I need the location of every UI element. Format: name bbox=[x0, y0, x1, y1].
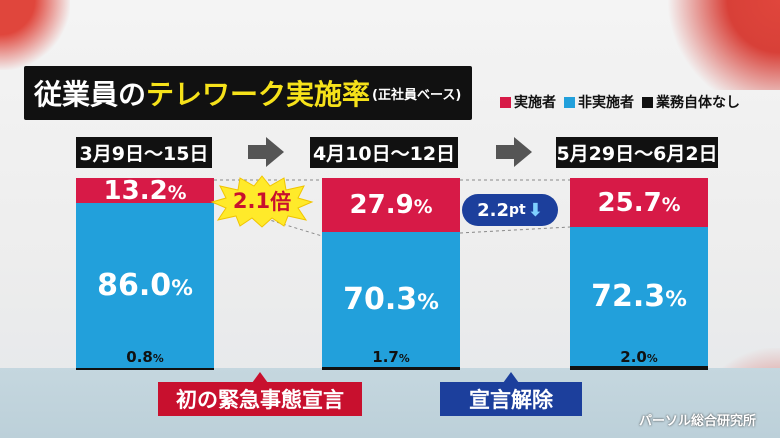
corner-decoration bbox=[660, 0, 780, 90]
right-arrow-icon bbox=[248, 137, 284, 167]
data-label: 1.7% bbox=[372, 348, 410, 366]
bar-segment-no-work bbox=[322, 366, 460, 370]
data-label: 13.2% bbox=[103, 175, 187, 206]
bar-segment-non-implementers: 86.0% bbox=[76, 203, 214, 368]
starburst-icon bbox=[210, 175, 314, 228]
bar: 25.7% 72.3% 2.0% bbox=[570, 178, 708, 370]
bar: 27.9% 70.3% 1.7% bbox=[322, 178, 460, 370]
change-annotation: 2.2 pt ⬇ bbox=[462, 194, 558, 226]
period-label: 4月10日〜12日 bbox=[310, 137, 458, 168]
bar: 13.2% 86.0% 0.8% bbox=[76, 175, 214, 370]
event-label: 初の緊急事態宣言 bbox=[158, 382, 362, 416]
data-label: 27.9% bbox=[349, 189, 433, 220]
data-label: 86.0% bbox=[97, 268, 193, 304]
period-label: 5月29日〜6月2日 bbox=[556, 137, 718, 168]
bar-segment-no-work bbox=[76, 368, 214, 370]
title-main: 従業員の bbox=[34, 78, 147, 111]
legend-item: 業務自体なし bbox=[642, 92, 740, 112]
legend-item: 非実施者 bbox=[564, 92, 634, 112]
bar-segment-no-work bbox=[570, 366, 708, 370]
corner-decoration bbox=[0, 0, 70, 70]
legend-label: 業務自体なし bbox=[656, 95, 740, 111]
period-label: 3月9日〜15日 bbox=[76, 137, 212, 168]
bar-segment-implementers: 27.9% bbox=[322, 178, 460, 232]
legend-label: 非実施者 bbox=[578, 95, 634, 111]
event-pointer bbox=[503, 372, 519, 383]
floor-band bbox=[0, 368, 780, 438]
data-label: 2.0% bbox=[620, 348, 658, 366]
right-arrow-icon bbox=[496, 137, 532, 167]
legend: 実施者 非実施者 業務自体なし bbox=[500, 92, 748, 112]
legend-swatch bbox=[564, 96, 575, 108]
data-label: 0.8% bbox=[126, 348, 164, 366]
bar-segment-non-implementers: 72.3% bbox=[570, 227, 708, 367]
data-label: 72.3% bbox=[591, 279, 687, 315]
legend-label: 実施者 bbox=[514, 95, 556, 111]
down-arrow-icon: ⬇ bbox=[527, 199, 543, 221]
legend-item: 実施者 bbox=[500, 92, 556, 112]
bar-segment-implementers: 13.2% bbox=[76, 175, 214, 206]
legend-swatch bbox=[500, 96, 511, 108]
data-label: 25.7% bbox=[597, 187, 681, 218]
title-subtitle: (正社員ベース) bbox=[372, 87, 462, 103]
data-label: 70.3% bbox=[343, 281, 439, 317]
chart-title: 従業員の テレワーク実施率 (正社員ベース) bbox=[24, 66, 472, 120]
event-label: 宣言解除 bbox=[440, 382, 582, 416]
bar-segment-implementers: 25.7% bbox=[570, 178, 708, 228]
ratio-annotation: 2.1 倍 bbox=[232, 189, 292, 214]
source-credit: パーソル総合研究所 bbox=[638, 414, 756, 429]
legend-swatch bbox=[642, 96, 653, 108]
event-pointer bbox=[252, 372, 268, 383]
bar-segment-non-implementers: 70.3% bbox=[322, 231, 460, 367]
title-highlight: テレワーク実施率 bbox=[146, 78, 371, 111]
